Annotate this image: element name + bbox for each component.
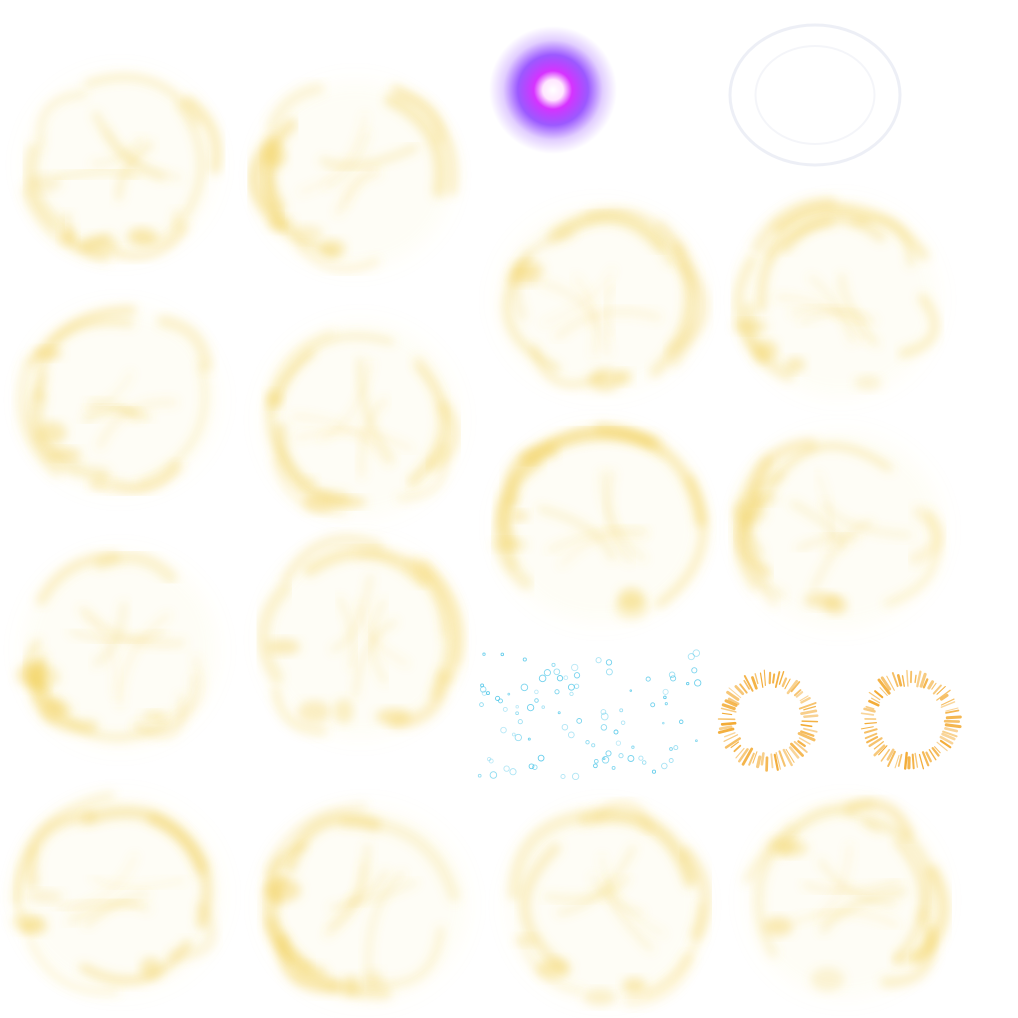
smoke-puff-9: [16, 551, 218, 748]
spark-burst-1: [717, 669, 819, 772]
purple-orb: [489, 26, 617, 154]
smoke-puff-7: [492, 423, 708, 623]
spark-burst-2: [860, 669, 962, 770]
smoke-puff-10: [256, 534, 465, 738]
smoke-puff-5: [16, 305, 218, 494]
bubble-cluster: [477, 649, 702, 781]
smoke-puff-6: [262, 322, 461, 518]
smoke-puff-12: [262, 802, 468, 1003]
smoke-puff-11: [10, 790, 223, 996]
smoke-puff-8: [731, 432, 946, 628]
faint-ring: [728, 23, 902, 167]
smoke-puff-3: [497, 206, 711, 394]
smoke-puff-13: [507, 798, 713, 1008]
smoke-puff-4: [732, 196, 940, 398]
smoke-puff-14: [742, 798, 950, 998]
smoke-puff-1: [20, 71, 223, 264]
smoke-puff-2: [248, 80, 458, 273]
